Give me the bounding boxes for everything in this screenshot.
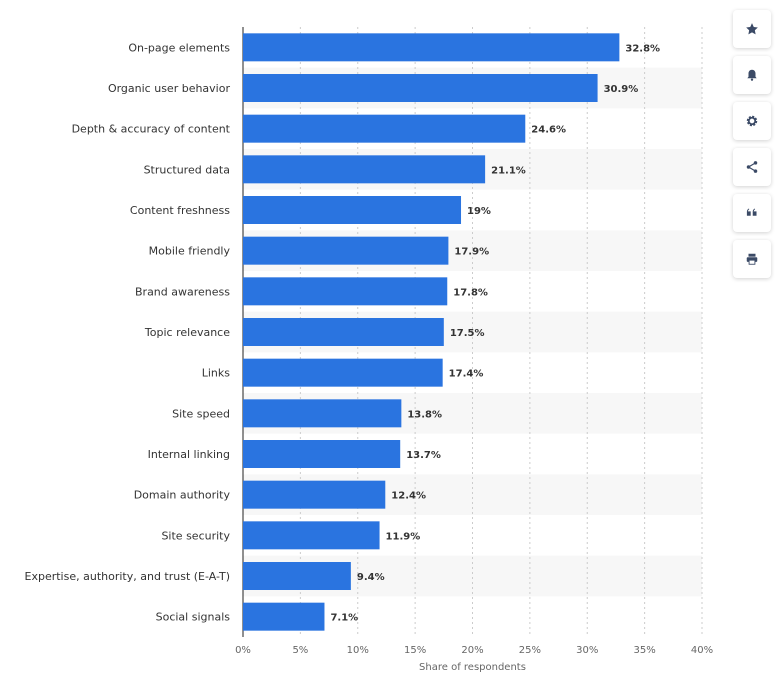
category-label: Site speed xyxy=(172,407,230,420)
bar xyxy=(243,74,598,102)
bar xyxy=(243,33,620,62)
data-label: 11.9% xyxy=(386,531,421,542)
gear-icon xyxy=(746,115,758,127)
category-label: On-page elements xyxy=(128,41,230,54)
bar xyxy=(243,440,401,468)
category-label: Internal linking xyxy=(148,448,230,461)
x-tick-label: 10% xyxy=(347,645,369,656)
data-label: 17.8% xyxy=(453,287,488,298)
x-tick-label: 5% xyxy=(292,645,308,656)
x-tick-label: 35% xyxy=(634,645,656,656)
bar xyxy=(243,277,448,306)
bar xyxy=(243,602,325,631)
data-label: 17.5% xyxy=(450,328,485,339)
category-label: Depth & accuracy of content xyxy=(72,123,231,136)
category-label: Social signals xyxy=(156,611,231,624)
bar xyxy=(243,318,444,346)
x-tick-label: 40% xyxy=(691,645,713,656)
star-icon xyxy=(746,23,758,35)
data-label: 30.9% xyxy=(604,84,639,95)
x-tick-label: 30% xyxy=(576,645,598,656)
data-label: 32.8% xyxy=(625,43,660,54)
category-label: Topic relevance xyxy=(144,326,230,339)
category-label: Domain authority xyxy=(134,489,231,502)
x-tick-label: 25% xyxy=(519,645,541,656)
print-button[interactable] xyxy=(733,240,771,278)
data-label: 12.4% xyxy=(391,491,426,502)
bar xyxy=(243,358,443,387)
data-label: 24.6% xyxy=(531,125,566,136)
cite-button[interactable] xyxy=(733,194,771,232)
quote-icon xyxy=(746,208,757,216)
x-axis-title: Share of respondents xyxy=(419,662,526,673)
data-label: 7.1% xyxy=(330,613,358,624)
data-label: 9.4% xyxy=(357,572,385,583)
bar xyxy=(243,114,526,143)
data-label: 17.4% xyxy=(449,369,484,380)
bar xyxy=(243,236,449,265)
settings-button[interactable] xyxy=(733,102,771,140)
category-label: Content freshness xyxy=(130,204,230,217)
data-label: 21.1% xyxy=(491,165,526,176)
notification-button[interactable] xyxy=(733,56,771,94)
bar xyxy=(243,155,486,184)
bar xyxy=(243,562,351,590)
bar xyxy=(243,196,462,224)
favorite-button[interactable] xyxy=(733,10,771,48)
category-label: Organic user behavior xyxy=(108,82,231,95)
category-label: Site security xyxy=(161,529,230,542)
x-tick-label: 15% xyxy=(404,645,426,656)
share-button[interactable] xyxy=(733,148,771,186)
bar xyxy=(243,399,402,428)
x-tick-label: 0% xyxy=(235,645,251,656)
category-label: Brand awareness xyxy=(135,285,230,298)
bell-icon xyxy=(747,69,757,81)
data-label: 13.7% xyxy=(406,450,441,461)
bar xyxy=(243,480,386,509)
category-label: Expertise, authority, and trust (E-A-T) xyxy=(25,570,230,583)
data-label: 13.8% xyxy=(407,409,442,420)
data-label: 17.9% xyxy=(454,247,489,258)
share-icon xyxy=(746,161,758,173)
x-tick-label: 20% xyxy=(461,645,483,656)
bar xyxy=(243,521,380,550)
chart-toolbar xyxy=(733,10,771,286)
data-label: 19% xyxy=(467,206,491,217)
category-label: Mobile friendly xyxy=(149,245,231,258)
print-icon xyxy=(746,253,758,265)
category-label: Links xyxy=(202,367,231,380)
category-label: Structured data xyxy=(144,163,230,176)
